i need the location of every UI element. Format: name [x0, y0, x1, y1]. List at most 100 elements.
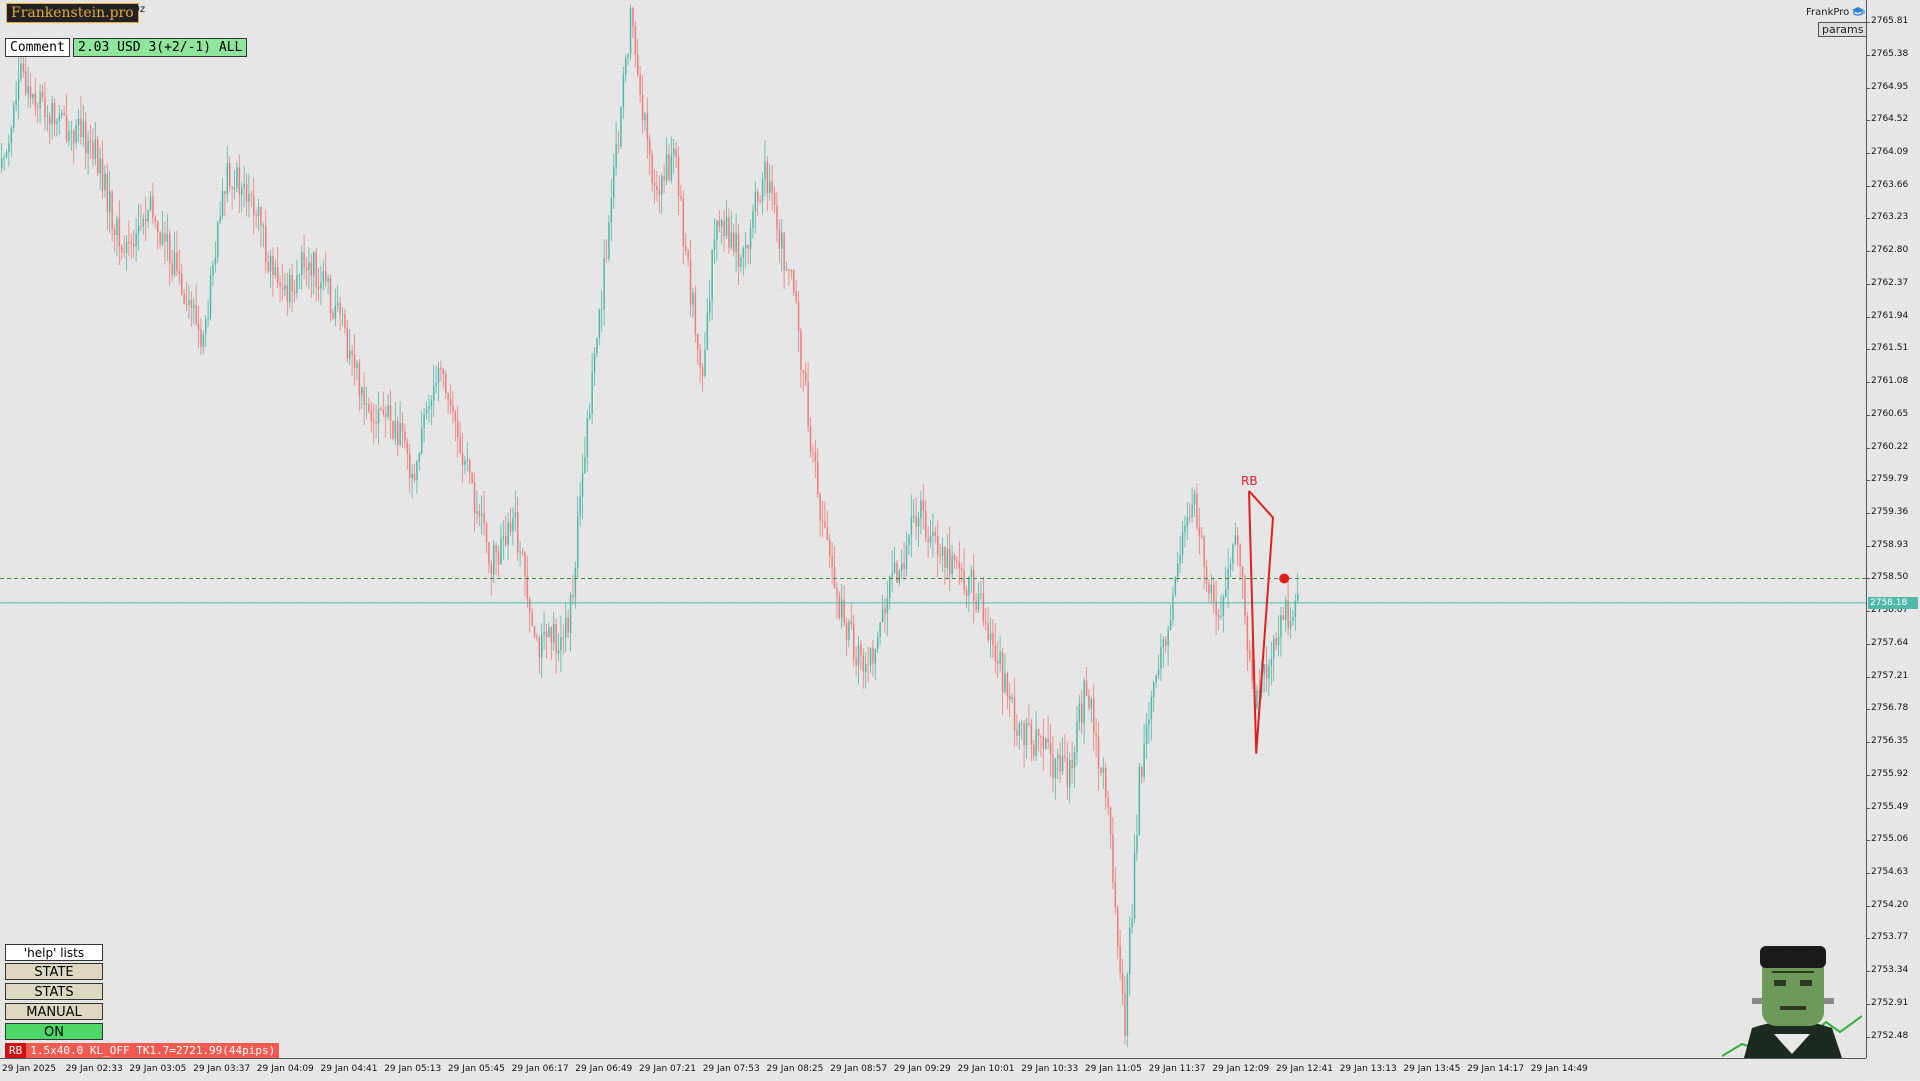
candle-body — [581, 473, 584, 497]
candle-body — [893, 562, 896, 573]
candle-body — [1208, 583, 1210, 594]
candle-body — [238, 167, 241, 195]
frankpro-label: FrankPro — [1806, 7, 1850, 18]
candle-body — [802, 370, 805, 373]
candle-body — [1229, 563, 1232, 570]
candle-body — [8, 143, 10, 153]
candle-body — [577, 516, 579, 568]
candle-body — [1155, 675, 1157, 683]
candle-body — [646, 113, 649, 140]
candle-body — [531, 612, 533, 627]
candle-body — [157, 221, 159, 233]
candle-body — [310, 262, 313, 276]
candle-body — [1277, 636, 1280, 646]
candle-body — [243, 183, 245, 188]
candle-body — [709, 300, 711, 313]
candle-body — [85, 121, 87, 154]
candle-body — [20, 63, 22, 79]
candle-body — [140, 225, 142, 227]
candle-body — [656, 185, 658, 190]
candle-body — [341, 313, 344, 315]
candle-body — [1174, 576, 1177, 595]
candle-body — [740, 257, 742, 267]
candle-body — [224, 191, 226, 194]
candle-body — [848, 621, 850, 640]
candle-body — [884, 608, 886, 614]
candle-body — [1133, 852, 1136, 919]
y-tick-label: 2752.48 — [1865, 1030, 1909, 1041]
candle-body — [845, 622, 848, 640]
candle-body — [737, 234, 740, 267]
candle-body — [814, 452, 817, 462]
candle-body — [327, 278, 329, 282]
candle-body — [1093, 698, 1095, 734]
candle-body — [989, 632, 992, 641]
params-button[interactable]: params — [1818, 22, 1868, 37]
x-tick-label: 29 Jan 13:13 — [1339, 1064, 1397, 1074]
stats-button[interactable]: STATS — [5, 983, 103, 1000]
price-chart[interactable]: RB — [0, 0, 1866, 1058]
candle-body — [872, 647, 874, 664]
graduation-cap-icon[interactable] — [1851, 6, 1865, 18]
candle-body — [250, 193, 253, 196]
help-button[interactable]: 'help' lists cmds — [5, 944, 103, 977]
candle-body — [701, 366, 704, 376]
y-tick-label: 2757.21 — [1865, 670, 1909, 681]
x-tick-label: 29 Jan 14:49 — [1530, 1064, 1588, 1074]
candle-body — [665, 154, 668, 181]
candle-body — [219, 216, 221, 223]
candle-body — [1136, 835, 1138, 853]
candle-body — [32, 93, 34, 99]
candle-body — [653, 182, 656, 186]
on-toggle-button[interactable]: ON — [5, 1023, 103, 1040]
candle-body — [1085, 680, 1088, 696]
candle-body — [425, 409, 428, 414]
candle-body — [272, 256, 274, 276]
candle-body — [87, 140, 89, 154]
candle-body — [807, 381, 809, 427]
candle-body — [956, 560, 958, 563]
candle-body — [968, 576, 970, 596]
candle-body — [118, 218, 121, 247]
candle-body — [929, 535, 932, 543]
candle-body — [10, 127, 13, 144]
candle-body — [1141, 766, 1143, 777]
candle-body — [1011, 697, 1013, 700]
candle-body — [985, 621, 987, 624]
candle-body — [795, 292, 797, 302]
candle-body — [1189, 516, 1191, 518]
candle-body — [1181, 532, 1184, 555]
candle-body — [154, 217, 157, 222]
candle-body — [15, 100, 17, 105]
candle-body — [992, 632, 994, 646]
candle-body — [668, 154, 670, 180]
manual-button[interactable]: MANUAL — [5, 1003, 103, 1020]
candle-body — [3, 157, 5, 159]
state-button[interactable]: STATE — [5, 963, 103, 980]
candle-body — [358, 362, 361, 396]
candle-body — [562, 637, 565, 639]
candle-body — [862, 655, 865, 672]
candle-body — [608, 222, 610, 259]
candle-body — [963, 570, 965, 591]
candle-body — [1001, 651, 1004, 693]
rb-pattern-shape — [1248, 490, 1275, 754]
candle-body — [1016, 730, 1018, 736]
y-tick-label: 2756.78 — [1865, 703, 1909, 714]
candle-body — [860, 644, 862, 656]
candle-body — [961, 568, 963, 571]
candle-body — [1095, 733, 1097, 737]
candle-body — [730, 232, 733, 248]
candle-body — [97, 139, 99, 174]
candle-body — [889, 577, 891, 599]
status-tag: RB — [5, 1043, 27, 1058]
candle-body — [197, 324, 200, 330]
candle-body — [1165, 639, 1167, 646]
candle-body — [987, 623, 989, 641]
candle-body — [63, 113, 65, 115]
candle-body — [1097, 736, 1100, 768]
x-tick-label: 29 Jan 09:29 — [893, 1064, 951, 1074]
candle-body — [1227, 569, 1229, 589]
candle-body — [75, 125, 77, 143]
candle-body — [1047, 738, 1049, 743]
